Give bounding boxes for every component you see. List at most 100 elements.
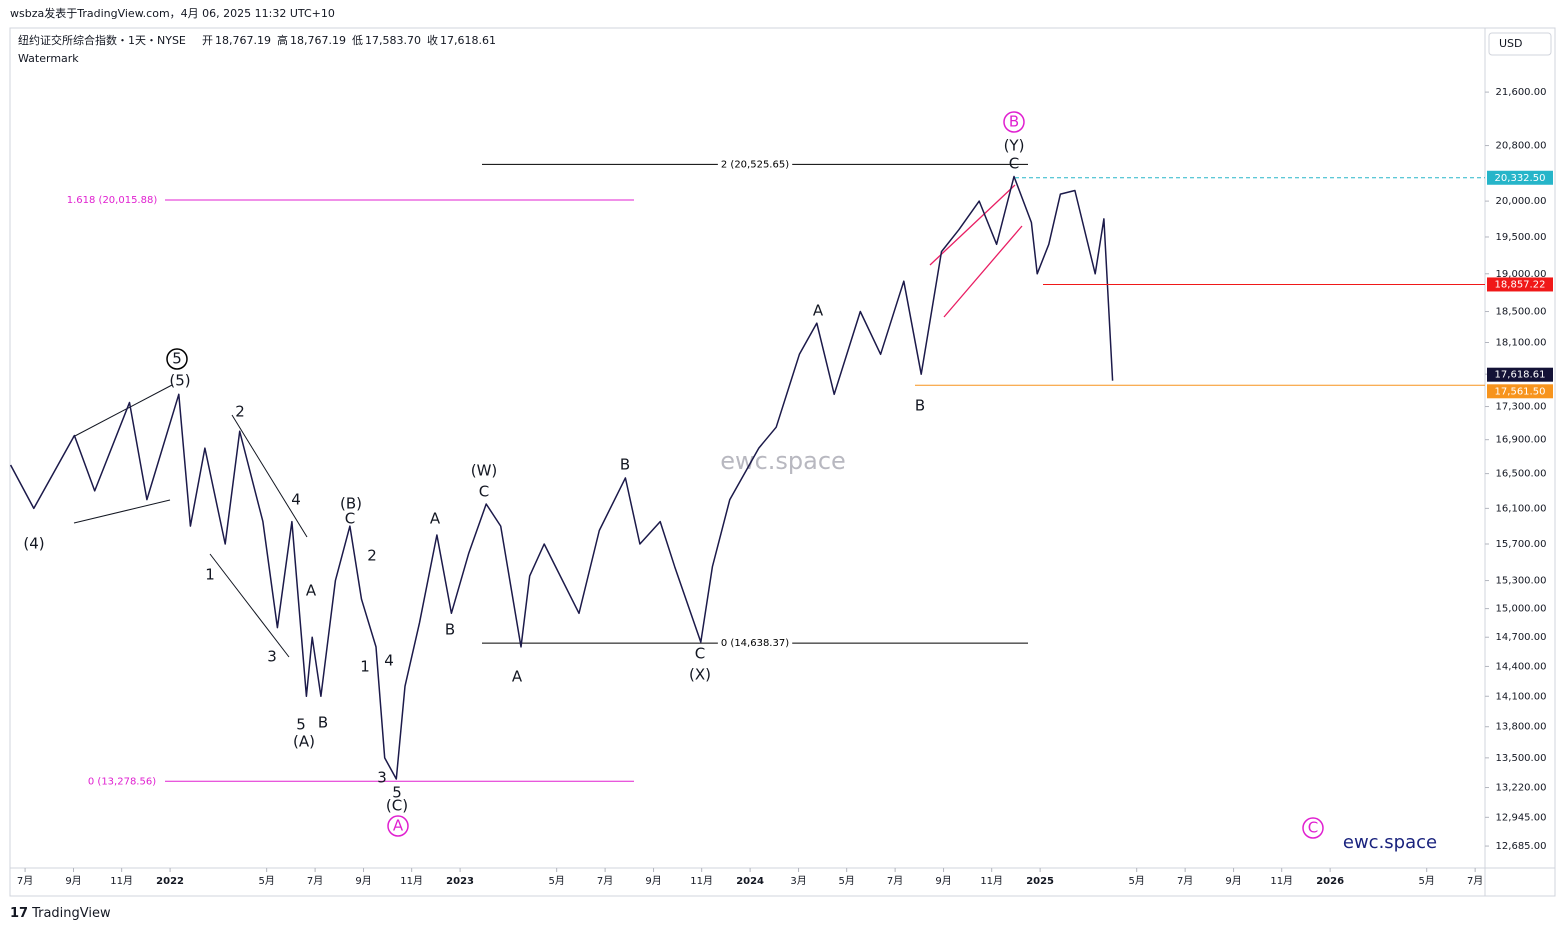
circles	[166, 111, 1324, 839]
trendlines	[72, 384, 308, 658]
wave-label: C	[1308, 819, 1318, 837]
y-tick-label: 18,100.00	[1496, 338, 1547, 349]
wave-label: 3	[267, 648, 277, 666]
wave-label: (4)	[23, 535, 44, 553]
y-tick-label: 15,700.00	[1496, 539, 1547, 550]
price-tag-label: 20,332.50	[1495, 173, 1546, 184]
channel	[929, 184, 1023, 318]
x-tick-label: 5月	[258, 875, 274, 887]
ohlc-value: 18,767.19	[215, 34, 271, 47]
y-tick-label: 16,900.00	[1496, 435, 1547, 446]
price-tag	[1487, 170, 1553, 185]
y-tick-label: 13,220.00	[1496, 783, 1547, 794]
x-tick-label: 3月	[790, 875, 806, 887]
y-tick-label: 17,300.00	[1496, 402, 1547, 413]
wave-label: C	[1009, 155, 1019, 173]
fib-label: 0 (14,638.37)	[721, 638, 789, 649]
ohlc: 开 18,767.19 高 18,767.19 低 17,583.70 收 17,618.61	[202, 33, 496, 47]
watermark-note: Watermark	[18, 52, 79, 65]
y-tick-label: 12,685.00	[1496, 841, 1547, 852]
y-tick-label: 19,000.00	[1496, 269, 1547, 280]
wave-label: (C)	[386, 797, 408, 815]
x-tick-label: 2025	[1026, 876, 1054, 887]
y-tick-label: 13,500.00	[1496, 753, 1547, 764]
currency-box[interactable]	[1488, 32, 1552, 56]
frame	[9, 27, 1556, 897]
watermark: ewc.space	[720, 447, 846, 475]
wave-label: 2	[235, 403, 245, 421]
x-tick-label: 5月	[1419, 875, 1435, 887]
x-tick-label: 2026	[1316, 876, 1344, 887]
x-tick-label: 11月	[690, 875, 713, 887]
ohlc-key: 低	[352, 34, 363, 47]
y-tick-label: 20,000.00	[1496, 196, 1547, 207]
symbol: 纽约证交所综合指数・1天・NYSE	[18, 33, 186, 47]
x-tick-label: 9月	[355, 875, 371, 887]
wave-label: A	[512, 668, 523, 686]
y-tick-label: 21,600.00	[1496, 87, 1547, 98]
y-tick-label: 12,945.00	[1496, 812, 1547, 823]
x-tick-label: 2022	[156, 876, 184, 887]
wave-label: 5	[172, 350, 182, 368]
y-tick-label: 15,000.00	[1496, 604, 1547, 615]
x-tick-label: 9月	[65, 875, 81, 887]
wave-label: 1	[360, 658, 370, 676]
wave-label: 4	[384, 652, 394, 670]
x-tick-label: 7月	[1177, 875, 1193, 887]
price-tag-label: 18,857.22	[1495, 279, 1546, 290]
x-tick-label: 7月	[597, 875, 613, 887]
wave-label: (5)	[169, 372, 190, 390]
wave-label: A	[813, 302, 824, 320]
y-tick-label: 14,700.00	[1496, 632, 1547, 643]
x-tick-label: 11月	[1270, 875, 1293, 887]
fib-label-bg	[63, 194, 161, 206]
ohlc-key: 开	[202, 34, 213, 47]
price-line	[9, 175, 1114, 780]
plot: 21,600.00 20,800.00 20,000.00 19,500.00 19,0…	[9, 87, 1553, 887]
footer-brand-text: TradingView	[31, 906, 111, 921]
x-tick-label: 9月	[935, 875, 951, 887]
wave-label: 4	[291, 491, 301, 509]
y-tick-label: 13,800.00	[1496, 722, 1547, 733]
ohlc-value: 18,767.19	[290, 34, 346, 47]
x-tick-label: 11月	[400, 875, 423, 887]
wave-label: (A)	[293, 733, 315, 751]
x-tick-label: 7月	[1467, 875, 1483, 887]
wave-label: (W)	[471, 462, 498, 480]
x-tick-label: 9月	[645, 875, 661, 887]
wave-label: (X)	[689, 666, 711, 684]
fib-label-bg	[717, 638, 793, 650]
fib-label-bg	[717, 159, 793, 171]
x-tick-label: 2024	[736, 876, 764, 887]
y-tick-label: 18,500.00	[1496, 307, 1547, 318]
brand-label: ewc.space	[1343, 832, 1437, 853]
wave-label: C	[695, 645, 705, 663]
wave-label: A	[306, 582, 317, 600]
y-tick-label: 16,100.00	[1496, 503, 1547, 514]
ohlc-value: 17,583.70	[365, 34, 421, 47]
wave-label: B	[445, 621, 455, 639]
y-tick-label: 14,100.00	[1496, 691, 1547, 702]
wave-label: 3	[377, 769, 387, 787]
ohlc-value: 17,618.61	[440, 34, 496, 47]
fib-label: 1.618 (20,015.88)	[67, 195, 158, 206]
wave-label: 5	[296, 716, 306, 734]
wave-label: 2	[367, 547, 377, 565]
wave-label: 1	[205, 566, 215, 584]
y-tick-label: 16,500.00	[1496, 469, 1547, 480]
price-tag	[1487, 384, 1553, 399]
price-tag	[1487, 277, 1553, 292]
price-tag	[1487, 367, 1553, 382]
wave-label: C	[345, 510, 355, 528]
wave-label: (Y)	[1004, 137, 1025, 155]
x-tick-label: 7月	[17, 875, 33, 887]
byline: wsbza发表于TradingView.com，4月 06, 2025 11:3…	[10, 6, 335, 20]
x-tick-label: 2023	[446, 876, 474, 887]
x-tick-label: 5月	[548, 875, 564, 887]
x-tick-label: 5月	[1129, 875, 1145, 887]
x-tick-label: 7月	[887, 875, 903, 887]
currency[interactable]: USD	[1499, 37, 1523, 50]
fib-label: 2 (20,525.65)	[721, 159, 789, 170]
